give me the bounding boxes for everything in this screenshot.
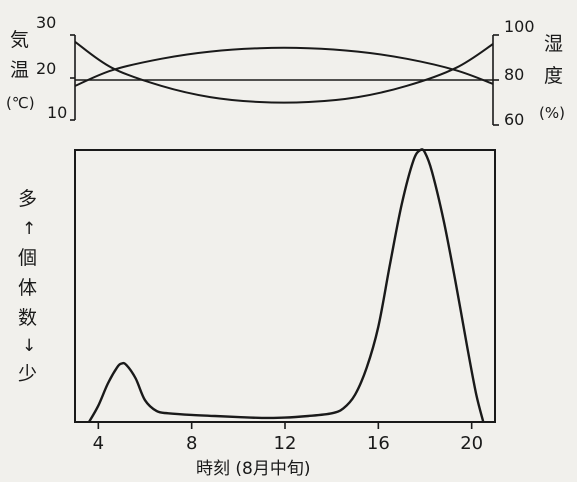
x-axis-title: 時刻 (8月中旬) xyxy=(196,459,310,479)
climate-panel: 30 20 10 気 温 (℃) 100 80 60 湿 度 (%) xyxy=(6,13,565,129)
x-tick-label-12: 12 xyxy=(274,433,297,454)
left-tick-label-30: 30 xyxy=(36,13,56,32)
right-tick-label-80: 80 xyxy=(504,65,524,84)
y-label-count: 数 xyxy=(18,307,37,329)
y-label-few: 少 xyxy=(18,363,37,385)
right-axis-label-3: (%) xyxy=(539,104,565,122)
y-label-individual-1: 個 xyxy=(18,247,37,269)
left-axis-label-3: (℃) xyxy=(6,94,35,112)
abundance-panel: 4 8 12 16 20 時刻 (8月中旬) 多 ↑ 個 体 数 ↓ 少 xyxy=(18,148,496,479)
right-tick-label-60: 60 xyxy=(504,110,524,129)
humidity-series-line xyxy=(74,40,494,104)
temperature-series-line xyxy=(74,46,494,87)
right-axis-label-1: 湿 xyxy=(544,33,563,55)
left-tick-label-20: 20 xyxy=(36,59,56,78)
left-axis-label-1: 気 xyxy=(10,29,29,51)
y-label-down-arrow: ↓ xyxy=(22,336,36,356)
right-tick-label-100: 100 xyxy=(504,17,535,36)
left-axis-label-2: 温 xyxy=(10,59,29,81)
left-tick-label-10: 10 xyxy=(47,103,67,122)
x-axis-ticks: 4 8 12 16 20 xyxy=(93,422,483,454)
x-tick-label-8: 8 xyxy=(186,433,197,454)
x-tick-label-16: 16 xyxy=(367,433,390,454)
y-label-individual-2: 体 xyxy=(18,277,37,299)
y-label-up-arrow: ↑ xyxy=(22,219,36,239)
right-axis-label-2: 度 xyxy=(544,65,563,87)
x-tick-label-20: 20 xyxy=(460,433,483,454)
x-tick-label-4: 4 xyxy=(93,433,104,454)
y-label-many: 多 xyxy=(18,188,37,210)
individual-count-series-line xyxy=(87,148,485,423)
